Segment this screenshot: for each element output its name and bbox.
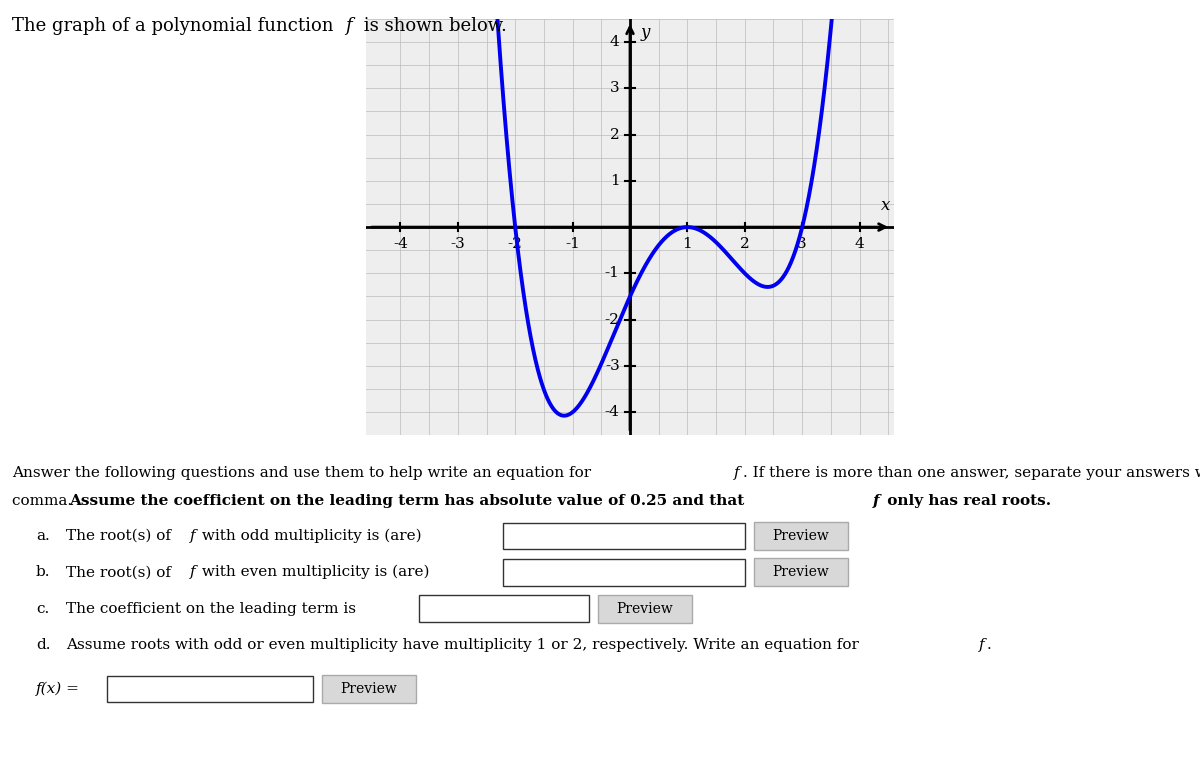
Text: -4: -4 [392,237,408,251]
Text: Preview: Preview [773,565,829,579]
Text: Preview: Preview [773,529,829,543]
Text: Preview: Preview [617,602,673,615]
Text: d.: d. [36,638,50,652]
Text: f(x) =: f(x) = [36,681,80,696]
Text: c.: c. [36,602,49,615]
Text: The coefficient on the leading term is: The coefficient on the leading term is [66,602,356,615]
Text: 2: 2 [610,128,619,142]
Text: f: f [190,529,196,543]
Text: b.: b. [36,565,50,579]
Text: The root(s) of: The root(s) of [66,529,176,543]
Text: -2: -2 [508,237,523,251]
Text: with even multiplicity is (are): with even multiplicity is (are) [197,565,430,580]
Text: only has real roots.: only has real roots. [882,494,1051,508]
Text: 4: 4 [854,237,864,251]
Text: -3: -3 [605,359,619,373]
Text: Assume the coefficient on the leading term has absolute value of 0.25 and that: Assume the coefficient on the leading te… [70,494,750,508]
Text: comma.: comma. [12,494,77,508]
Text: is shown below.: is shown below. [358,17,506,35]
Text: Preview: Preview [341,682,397,696]
Text: The root(s) of: The root(s) of [66,565,176,579]
Text: a.: a. [36,529,49,543]
Text: Assume roots with odd or even multiplicity have multiplicity 1 or 2, respectivel: Assume roots with odd or even multiplici… [66,638,864,652]
Text: -3: -3 [450,237,466,251]
Text: 2: 2 [740,237,750,251]
Text: -4: -4 [605,405,619,419]
Text: -2: -2 [605,313,619,326]
Text: 1: 1 [683,237,692,251]
Text: .: . [986,638,991,652]
Text: 1: 1 [610,174,619,188]
Text: f: f [190,565,196,579]
Text: with odd multiplicity is (are): with odd multiplicity is (are) [197,528,421,544]
Text: f: f [872,494,878,508]
Text: -1: -1 [565,237,580,251]
Text: . If there is more than one answer, separate your answers with a: . If there is more than one answer, sepa… [743,466,1200,479]
Text: 3: 3 [610,81,619,95]
Text: -1: -1 [605,266,619,280]
Text: Answer the following questions and use them to help write an equation for: Answer the following questions and use t… [12,466,596,479]
Text: 3: 3 [797,237,806,251]
Text: 4: 4 [610,35,619,49]
Text: f: f [346,17,353,35]
Text: y: y [641,24,649,42]
Text: x: x [881,197,890,214]
Text: f: f [979,638,985,652]
Text: The graph of a polynomial function: The graph of a polynomial function [12,17,340,35]
Text: f: f [734,466,740,479]
